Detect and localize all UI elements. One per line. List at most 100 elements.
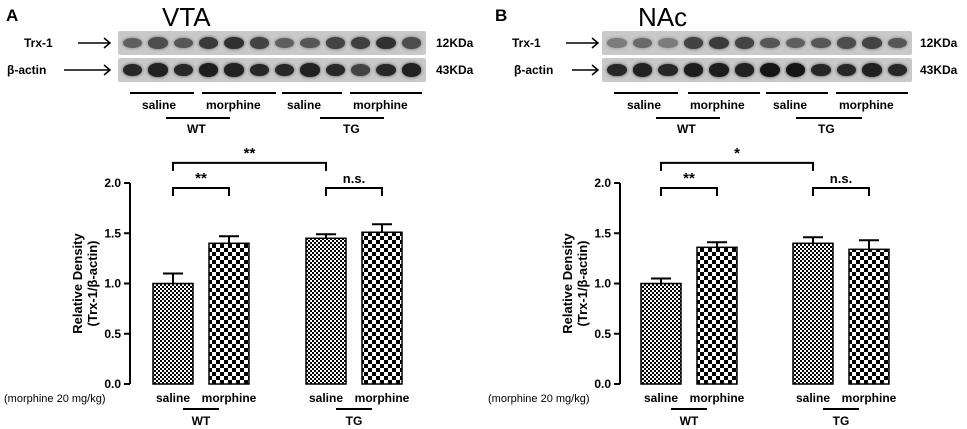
blot-line-saline-tg: [282, 92, 342, 94]
blot-band: [249, 63, 269, 77]
blot-strip-trx1: [602, 31, 912, 55]
y-tick-label: 2.0: [594, 176, 611, 190]
y-axis-label: Relative Density: [560, 233, 575, 334]
blot-band: [123, 37, 143, 49]
blot-arrows: [566, 37, 600, 76]
blot-line-saline-tg: [766, 92, 828, 94]
blot-band: [811, 63, 831, 77]
significance-bracket: [172, 161, 327, 171]
x-tick-label: morphine: [355, 391, 410, 405]
blot-cond-label: saline: [287, 98, 322, 112]
x-tick-label: saline: [796, 391, 830, 405]
blot-band: [811, 37, 831, 49]
bar: [152, 282, 194, 385]
bar-chart: 0.0 0.5 1.0 1.5 2.0 Relative Density (Trx-1/β-…: [4, 145, 410, 428]
blot-line-saline-wt: [614, 92, 678, 94]
blot-strip-trx1: [118, 31, 426, 55]
blot-band: [607, 38, 627, 48]
bar: [305, 237, 347, 385]
blot-band: [887, 37, 907, 49]
kda-label-actin: 43KDa: [920, 63, 958, 77]
blot-band: [173, 63, 193, 77]
blot-band: [173, 37, 193, 49]
bar: [361, 231, 403, 385]
blot-line-morphine-tg: [350, 92, 422, 94]
blot-band: [148, 37, 168, 49]
blot-strip-actin: [602, 58, 912, 82]
blot-band: [785, 37, 805, 49]
y-tick-label: 0.0: [104, 377, 121, 391]
blot-band: [734, 63, 754, 77]
bar-chart: 0.0 0.5 1.0 1.5 2.0 Relative Density (Trx-1/β-…: [488, 145, 897, 428]
significance-bracket: [660, 161, 814, 171]
blot-band: [683, 37, 703, 49]
blot-line-tg: [320, 117, 384, 119]
group-label: WT: [680, 414, 699, 428]
group-label: TG: [833, 414, 850, 428]
y-tick-label: 1.0: [594, 277, 611, 291]
blot-line-wt: [166, 117, 230, 119]
blot-line-saline-wt: [130, 92, 194, 94]
blot-arrows: [64, 37, 112, 76]
blot-line-morphine-wt: [202, 92, 276, 94]
blot-band: [683, 63, 703, 77]
y-tick-label: 1.0: [104, 277, 121, 291]
blot-band: [376, 63, 396, 77]
x-tick-label: saline: [156, 391, 190, 405]
region-title: NAc: [638, 2, 688, 32]
blot-genotype-label: TG: [343, 122, 360, 136]
significance-label: **: [244, 145, 256, 162]
blot-band: [401, 63, 421, 77]
panel-letter: B: [495, 6, 508, 25]
significance-label: **: [195, 170, 207, 187]
blot-band: [123, 63, 143, 77]
y-tick-label: 0.5: [594, 327, 611, 341]
blot-band: [887, 63, 907, 77]
y-axis-label: (Trx-1/β-actin): [575, 241, 590, 327]
blot-cond-label: morphine: [839, 98, 894, 112]
y-tick-label: 0.0: [594, 377, 611, 391]
y-axis-label: (Trx-1/β-actin): [85, 241, 100, 327]
y-tick-label: 1.5: [104, 226, 121, 240]
blot-band: [607, 63, 627, 77]
blot-band: [275, 63, 295, 77]
blot-row-label-trx1: Trx-1: [512, 36, 541, 50]
x-prefix-label: (morphine 20 mg/kg): [488, 393, 590, 405]
blot-band: [709, 37, 729, 49]
x-tick-label: morphine: [690, 391, 745, 405]
blot-band: [836, 37, 856, 49]
blot-band: [275, 37, 295, 49]
blot-band: [148, 63, 168, 77]
blot-genotype-label: TG: [818, 122, 835, 136]
x-tick-label: morphine: [842, 391, 897, 405]
kda-label-trx1: 12KDa: [920, 36, 958, 50]
blot-band: [199, 63, 219, 77]
blot-line-morphine-wt: [688, 92, 760, 94]
blot-band: [351, 64, 371, 76]
blot-band: [224, 63, 244, 77]
blot-band: [836, 63, 856, 77]
panel-a: A VTA Trx-1 β-actin 12KDa 43KDa saline m…: [0, 0, 483, 429]
blot-strip-actin: [118, 58, 426, 82]
blot-band: [862, 63, 882, 77]
region-title: VTA: [162, 2, 211, 32]
blot-band: [325, 37, 345, 49]
panel-b: B NAc Trx-1 β-actin 12KDa 43KDa saline m…: [484, 0, 967, 429]
blot-band: [199, 37, 219, 49]
y-tick-label: 0.5: [104, 327, 121, 341]
significance-label: n.s.: [343, 171, 365, 186]
group-label: TG: [346, 414, 363, 428]
panel-letter: A: [6, 6, 19, 25]
significance-label: **: [683, 170, 695, 187]
blot-band: [785, 63, 805, 77]
blot-genotype-label: WT: [187, 122, 206, 136]
significance-label: *: [734, 145, 740, 162]
blot-band: [401, 37, 421, 49]
blot-band: [734, 37, 754, 49]
significance-bracket: [812, 187, 870, 197]
blot-band: [325, 63, 345, 77]
bar: [848, 248, 890, 385]
bar: [792, 242, 834, 385]
significance-bracket: [325, 187, 383, 197]
blot-band: [632, 63, 652, 77]
